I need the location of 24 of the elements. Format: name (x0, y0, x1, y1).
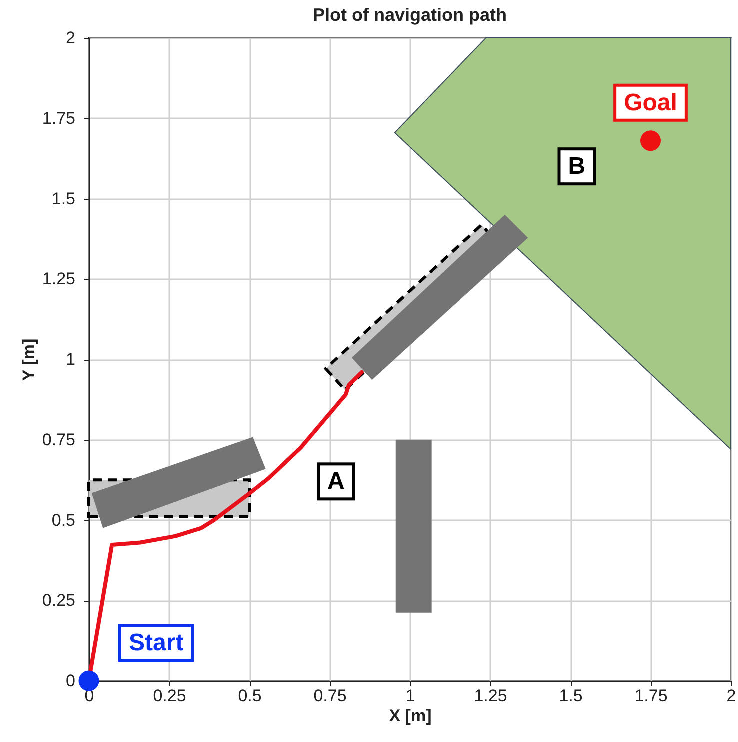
y-tick-label: 0.25 (42, 591, 76, 610)
x-tick-label: 1.75 (634, 686, 668, 706)
annotation: Goal (624, 89, 678, 116)
y-tick-label: 1.75 (42, 108, 76, 128)
chart-title: Plot of navigation path (313, 5, 507, 25)
x-tick-label: 1 (406, 686, 416, 706)
y-tick-label: 1.25 (42, 270, 76, 289)
x-tick-label: 0.25 (153, 686, 186, 706)
annotation: A (328, 468, 345, 496)
y-tick-label: 0.5 (52, 510, 76, 530)
y-tick-label: 0 (66, 672, 76, 690)
y-tick-label: 1.5 (52, 189, 76, 208)
y-tick-label: 1 (66, 350, 76, 369)
y-tick-label: 2 (66, 28, 76, 48)
annotation: Start (129, 630, 184, 656)
annotation: B (568, 153, 586, 180)
y-tick-label: 0.75 (42, 430, 76, 450)
x-tick-label: 0.75 (314, 686, 347, 706)
x-tick-label: 2 (726, 686, 736, 706)
y-axis-title: Y [m] (19, 338, 38, 382)
x-axis-title: X [m] (389, 706, 432, 726)
x-tick-label: 1.5 (559, 686, 583, 706)
x-tick-label: 0.5 (238, 686, 262, 706)
x-tick-label: 1.25 (474, 686, 508, 706)
